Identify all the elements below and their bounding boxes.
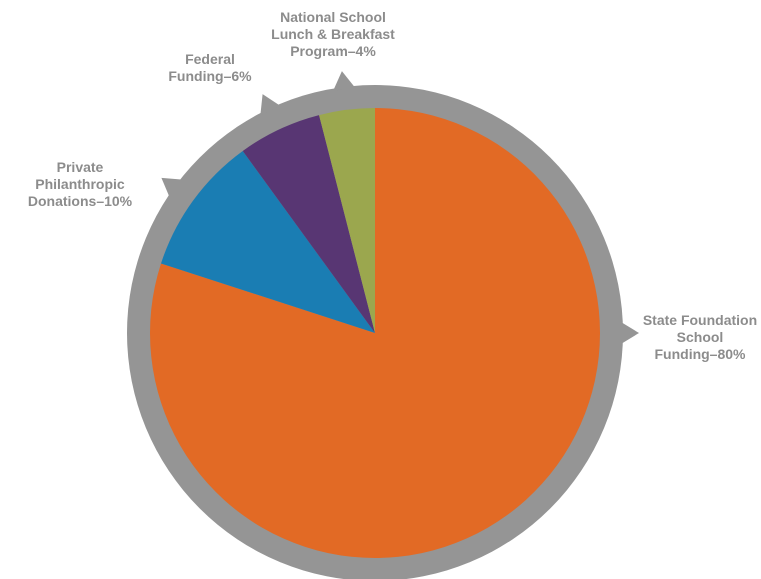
ring-pointer-2 bbox=[260, 94, 281, 116]
slice-label-line: Funding–80% bbox=[654, 346, 746, 362]
slice-label-line: Philanthropic bbox=[35, 176, 125, 192]
slice-label-0: State Foundation School Funding–80% bbox=[643, 312, 757, 362]
slice-label-line: National School bbox=[280, 9, 386, 25]
slice-label-line: State Foundation bbox=[643, 312, 757, 328]
ring-pointer-3 bbox=[333, 71, 356, 91]
pie-slice-2 bbox=[242, 115, 375, 333]
slice-label-1: Private Philanthropic Donations–10% bbox=[28, 159, 133, 209]
pie-slice-1 bbox=[161, 150, 375, 333]
pie-slices bbox=[150, 108, 601, 558]
slice-label-line: Private bbox=[57, 159, 104, 175]
ring-pointer-1 bbox=[161, 177, 183, 198]
pie-slice-3 bbox=[319, 108, 375, 333]
slice-label-2: Federal Funding–6% bbox=[168, 51, 252, 84]
slice-label-line: Lunch & Breakfast bbox=[271, 26, 395, 42]
slice-label-line: Program–4% bbox=[290, 43, 376, 59]
slice-label-line: Donations–10% bbox=[28, 193, 133, 209]
slice-label-3: National School Lunch & Breakfast Program–… bbox=[271, 9, 395, 59]
slice-labels: State Foundation School Funding–80% Private… bbox=[28, 9, 757, 362]
pie-slice-0 bbox=[150, 108, 601, 558]
ring-pointer-0 bbox=[620, 321, 639, 345]
slice-label-line: School bbox=[677, 329, 724, 345]
slice-label-line: Funding–6% bbox=[168, 68, 252, 84]
slice-label-line: Federal bbox=[185, 51, 235, 67]
